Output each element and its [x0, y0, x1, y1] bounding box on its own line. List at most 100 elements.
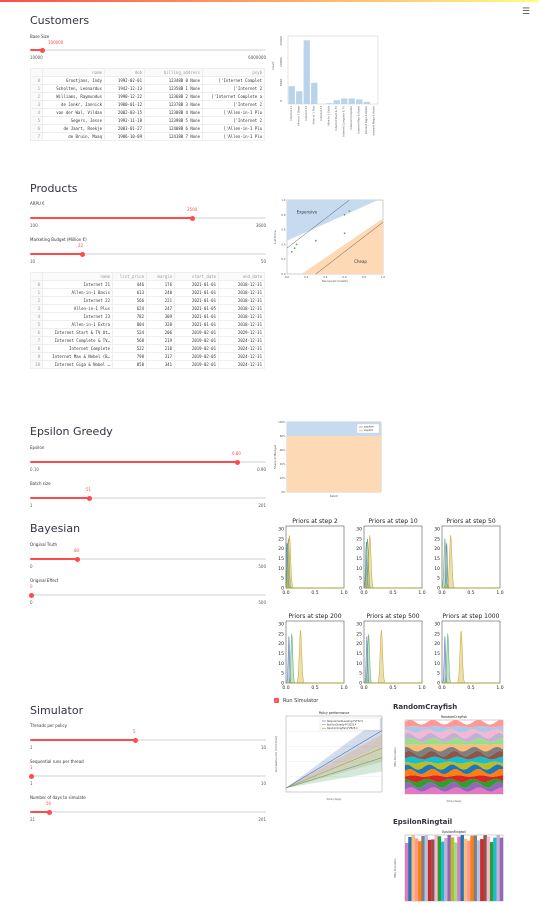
- x-tick-label: 0.6: [343, 275, 347, 279]
- legend-label: EpsilonGreedy-FV2025.4: [327, 724, 357, 727]
- slider-thumb[interactable]: [74, 556, 80, 562]
- epsilon-slider[interactable]: 0.80 0.10 0.90: [30, 451, 266, 473]
- column-header[interactable]: name: [42, 68, 105, 77]
- legend-box: [319, 717, 381, 731]
- x-tick-label: 0.0: [438, 685, 445, 690]
- table-row[interactable]: 6 de Jaart, Roekje 2003-01-27 12408B 6 None…: [30, 124, 265, 133]
- slider-thumb[interactable]: [28, 773, 34, 779]
- threads-slider[interactable]: 5 1 10: [30, 729, 266, 751]
- slider-thumb[interactable]: [234, 459, 240, 465]
- table-row[interactable]: 0 Grootjans, Indy 1992-02-01 12348B 0 None[…: [30, 76, 265, 85]
- original-truth-slider[interactable]: 80 0 500: [30, 548, 266, 570]
- bar: [296, 91, 303, 104]
- table-row[interactable]: 0 Internet 21 446 176 2021-01-01 2018-12-31: [30, 280, 265, 289]
- products-table[interactable]: name list_price margin start_date end_date 0…: [30, 272, 265, 369]
- column-header[interactable]: [30, 272, 43, 281]
- table-row[interactable]: 2 Internet 22 566 221 2021-01-01 2018-12-31: [30, 296, 265, 305]
- table-row[interactable]: 5 Allen-in-1 Extra 804 320 2021-01-01 2018-12…: [30, 320, 265, 329]
- run-simulator-checkbox[interactable]: ✓ Run Simulator: [274, 698, 354, 706]
- x-tick-label: Internet 22: [304, 106, 308, 121]
- confidence-band: [286, 716, 382, 788]
- table-row[interactable]: 1 Scholten, Leonardus 1942-12-13 12358B 1 N…: [30, 84, 265, 93]
- table-cell: 566: [112, 296, 147, 305]
- slider-track[interactable]: [30, 251, 266, 257]
- original-effect-slider[interactable]: 0 0 500: [28, 584, 266, 606]
- column-header[interactable]: billing_address: [144, 68, 203, 77]
- table-cell: 858: [112, 360, 147, 369]
- bar: [288, 86, 295, 104]
- marketing-budget-slider[interactable]: 22 10 50: [30, 243, 266, 265]
- x-tick-label: 1.0: [340, 590, 347, 596]
- y-tick-label: 15: [434, 556, 440, 562]
- slider-track[interactable]: [30, 47, 266, 53]
- table-row[interactable]: 3 de Jonkr, Jannick 1980-01-12 12378B 3 Non…: [30, 100, 265, 109]
- table-cell: Internet Complete: [42, 344, 113, 353]
- slider-fill: [30, 253, 82, 255]
- table-row[interactable]: 5 Segers, Jesse 1992-11-18 12398B 5 None ['I…: [30, 116, 265, 125]
- slider-track[interactable]: [30, 737, 266, 743]
- x-tick-label: 1.0: [418, 590, 425, 596]
- table-cell: de Jonkr, Jannick: [42, 100, 105, 109]
- column-header[interactable]: dob: [104, 68, 145, 77]
- column-header[interactable]: start_date: [174, 272, 219, 281]
- x-tick-label: Internet Giga & Nobel: [364, 106, 368, 135]
- base-size-label: Base Size: [30, 34, 50, 39]
- batch-size-slider[interactable]: 51 1 201: [30, 487, 266, 509]
- column-header[interactable]: psyb: [202, 68, 265, 77]
- slider-thumb[interactable]: [79, 251, 85, 257]
- table-cell: 12418B 7 None: [144, 132, 203, 141]
- table-row[interactable]: 2 Williams, Raymundus 1990-12-22 12368B 2 N…: [30, 92, 265, 101]
- table-row[interactable]: 9 Internet Max & Nobel (B… 798 317 2019-02-0…: [30, 352, 265, 361]
- y-axis-label: Cumulative CLV (1000 Euro): [274, 736, 278, 773]
- arpu-slider[interactable]: 2500 100 3600: [30, 207, 266, 229]
- slider-thumb[interactable]: [132, 737, 138, 743]
- slider-track[interactable]: [28, 592, 266, 598]
- slider-thumb[interactable]: [86, 495, 92, 501]
- column-header[interactable]: list_price: [112, 272, 147, 281]
- table-row[interactable]: 3 Allen-in-1 Plus 624 247 2021-01-05 2018-12-…: [30, 304, 265, 313]
- slider-track[interactable]: [28, 773, 266, 779]
- y-tick-label: 0.2: [281, 257, 285, 261]
- random-crayfish-heading: RandomCrayfish: [393, 703, 458, 711]
- table-cell: 2018-12-31: [218, 320, 265, 329]
- marketing-budget-label: Marketing Budget (Million €): [30, 237, 87, 242]
- hamburger-menu-icon[interactable]: ☰: [522, 7, 531, 17]
- y-tick-label: 10: [278, 661, 284, 667]
- column-header[interactable]: end_date: [218, 272, 265, 281]
- table-row[interactable]: 7 de Bruin, Maaq 1986-10-09 12418B 7 None ['…: [30, 132, 265, 141]
- customers-table[interactable]: name dob billing_address psyb 0 Grootjans, I…: [30, 68, 265, 141]
- table-cell: Grootjans, Indy: [42, 76, 105, 85]
- table-cell: de Jaart, Roekje: [42, 124, 105, 133]
- policy-performance-chart: Policy performance RequirementLeveling-FV…: [274, 710, 386, 804]
- slider-track[interactable]: [30, 215, 266, 221]
- epsilon-ringtail-allocation-chart: EpsilonRingtail NBA Allocation: [393, 830, 504, 902]
- slider-track[interactable]: [30, 459, 266, 465]
- days-slider[interactable]: 50 21 201: [30, 801, 266, 823]
- table-cell: 2019-02-01: [174, 336, 219, 345]
- x-tick-label: 0.5: [311, 685, 318, 690]
- x-tick-label: 1.0: [496, 590, 503, 596]
- checkmark-icon[interactable]: ✓: [274, 698, 279, 703]
- table-cell: Williams, Raymundus: [42, 92, 105, 101]
- slider-thumb[interactable]: [46, 809, 52, 815]
- base-size-slider[interactable]: 100000 10000 6000000: [30, 40, 266, 60]
- table-row[interactable]: 6 Internet Start & TV Ut… 524 206 2019-02-01…: [30, 328, 265, 337]
- table-row[interactable]: 1 Allen-in-1 Basis 613 240 2021-01-01 2018-12…: [30, 288, 265, 297]
- slider-thumb[interactable]: [39, 47, 45, 53]
- table-row[interactable]: 10 Internet Giga & Nobel … 858 341 2019-02-0…: [30, 360, 265, 369]
- slider-track[interactable]: [30, 495, 266, 501]
- column-header[interactable]: name: [42, 272, 113, 281]
- table-row[interactable]: 8 Internet Complete 522 210 2019-02-01 2024-1…: [30, 344, 265, 353]
- table-row[interactable]: 7 Internet Complete & TV… 568 219 2019-02-01…: [30, 336, 265, 345]
- sequential-runs-slider[interactable]: 1 1 10: [28, 765, 266, 787]
- table-row[interactable]: 4 van der Wal, Vildan 2002-03-15 12388B 4 N…: [30, 108, 265, 117]
- slider-track[interactable]: [30, 809, 266, 815]
- bar: [311, 82, 318, 104]
- slider-thumb[interactable]: [28, 592, 34, 598]
- column-header[interactable]: margin: [146, 272, 175, 281]
- slider-thumb[interactable]: [189, 215, 195, 221]
- column-header[interactable]: [30, 68, 43, 77]
- table-row[interactable]: 4 Internet 23 782 309 2021-01-01 2018-12-31: [30, 312, 265, 321]
- arpu-label: ARPU €: [30, 201, 45, 206]
- slider-track[interactable]: [30, 556, 266, 562]
